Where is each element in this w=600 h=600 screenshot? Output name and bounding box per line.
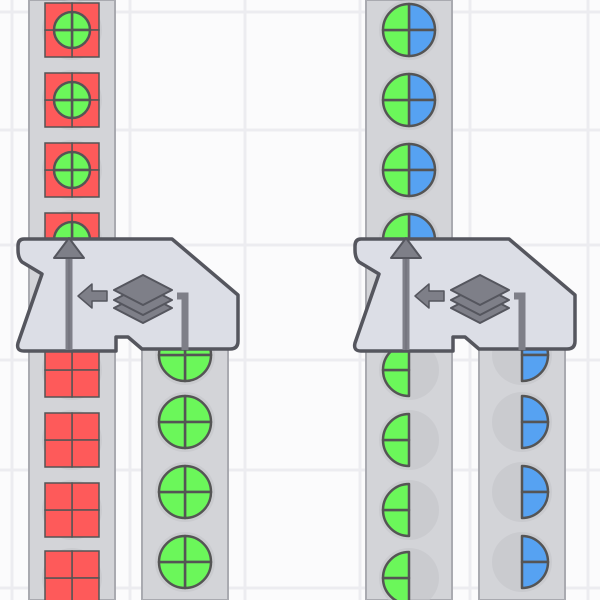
shape-quadrant — [381, 168, 411, 198]
stacker-building[interactable] — [352, 237, 577, 353]
shape-item-square-red — [42, 548, 102, 600]
shape-quadrant — [407, 168, 437, 198]
arrow-up-icon — [53, 237, 85, 259]
shape-quadrant — [520, 394, 550, 424]
shape-quadrant — [381, 2, 411, 32]
shape-quadrant — [381, 98, 411, 128]
shape-quadrant — [520, 534, 550, 564]
shape-quadrant — [71, 577, 100, 600]
shape-quadrant — [52, 80, 74, 102]
arrow-up-icon — [390, 237, 422, 259]
shape-quadrant — [71, 412, 100, 441]
shape-quadrant — [407, 2, 437, 32]
shape-quadrant — [381, 438, 411, 468]
shape-item-half-circle-blue-right — [492, 532, 552, 592]
layers-icon — [450, 274, 510, 324]
shape-quadrant — [407, 72, 437, 102]
arrow-left-icon — [77, 283, 108, 309]
shape-quadrant — [157, 534, 187, 564]
shape-item-circle-half-green-half-blue — [379, 140, 439, 200]
shape-quadrant — [44, 369, 73, 398]
shape-quadrant — [157, 394, 187, 424]
shape-item-half-circle-blue-right — [492, 462, 552, 522]
shape-quadrant — [381, 368, 411, 398]
shape-quadrant — [44, 550, 73, 579]
layer — [113, 274, 173, 306]
shape-quadrant — [381, 28, 411, 58]
shape-item-circle-green — [155, 392, 215, 452]
shape-quadrant — [157, 420, 187, 450]
shape-quadrant — [44, 412, 73, 441]
shape-quadrant — [381, 508, 411, 538]
shape-quadrant — [381, 142, 411, 172]
shape-quadrant — [381, 412, 411, 442]
shape-quadrant — [381, 482, 411, 512]
shape-quadrant — [381, 550, 411, 580]
shape-quadrant — [157, 353, 187, 383]
shape-quadrant — [44, 509, 73, 538]
shape-quadrant — [71, 369, 100, 398]
shape-item-circle-green — [155, 462, 215, 522]
shape-item-circle-half-green-half-blue — [379, 0, 439, 60]
shape-quadrant — [52, 150, 74, 172]
shape-quadrant — [183, 560, 213, 590]
shape-quadrant — [183, 353, 213, 383]
shape-quadrant — [71, 482, 100, 511]
shape-quadrant — [44, 577, 73, 600]
buildings — [15, 237, 577, 353]
shape-quadrant — [71, 439, 100, 468]
shape-item-square-red-with-circle-green — [42, 70, 102, 130]
shape-quadrant — [381, 576, 411, 600]
shape-quadrant — [520, 353, 550, 383]
arrow-left-icon — [414, 283, 445, 309]
shape-quadrant — [407, 28, 437, 58]
shape-quadrant — [407, 98, 437, 128]
layers-icon — [113, 274, 173, 324]
input-connector — [177, 292, 189, 350]
shape-quadrant — [183, 490, 213, 520]
stacker-building[interactable] — [15, 237, 240, 353]
shape-item-square-red — [42, 480, 102, 540]
shape-quadrant — [520, 420, 550, 450]
shape-item-half-circle-green-left — [379, 410, 439, 470]
shape-quadrant — [157, 490, 187, 520]
shape-quadrant — [44, 439, 73, 468]
shape-quadrant — [44, 482, 73, 511]
shape-item-square-red — [42, 410, 102, 470]
shape-quadrant — [157, 464, 187, 494]
shape-quadrant — [183, 534, 213, 564]
shape-item-half-circle-green-left — [379, 548, 439, 600]
shape-item-half-circle-green-left — [379, 480, 439, 540]
shape-quadrant — [520, 490, 550, 520]
input-connector — [514, 292, 526, 350]
shape-quadrant — [71, 550, 100, 579]
shape-quadrant — [52, 10, 74, 32]
shape-quadrant — [183, 464, 213, 494]
shape-item-square-red-with-circle-green — [42, 140, 102, 200]
shape-quadrant — [520, 560, 550, 590]
shape-item-square-red-with-circle-green — [42, 0, 102, 60]
shape-quadrant — [157, 560, 187, 590]
shape-quadrant — [71, 509, 100, 538]
shape-quadrant — [381, 72, 411, 102]
shape-quadrant — [407, 142, 437, 172]
shape-quadrant — [520, 464, 550, 494]
shape-quadrant — [183, 420, 213, 450]
shape-item-circle-half-green-half-blue — [379, 70, 439, 130]
layer — [450, 274, 510, 306]
shape-item-circle-green — [155, 532, 215, 592]
shape-quadrant — [183, 394, 213, 424]
shape-item-half-circle-blue-right — [492, 392, 552, 452]
